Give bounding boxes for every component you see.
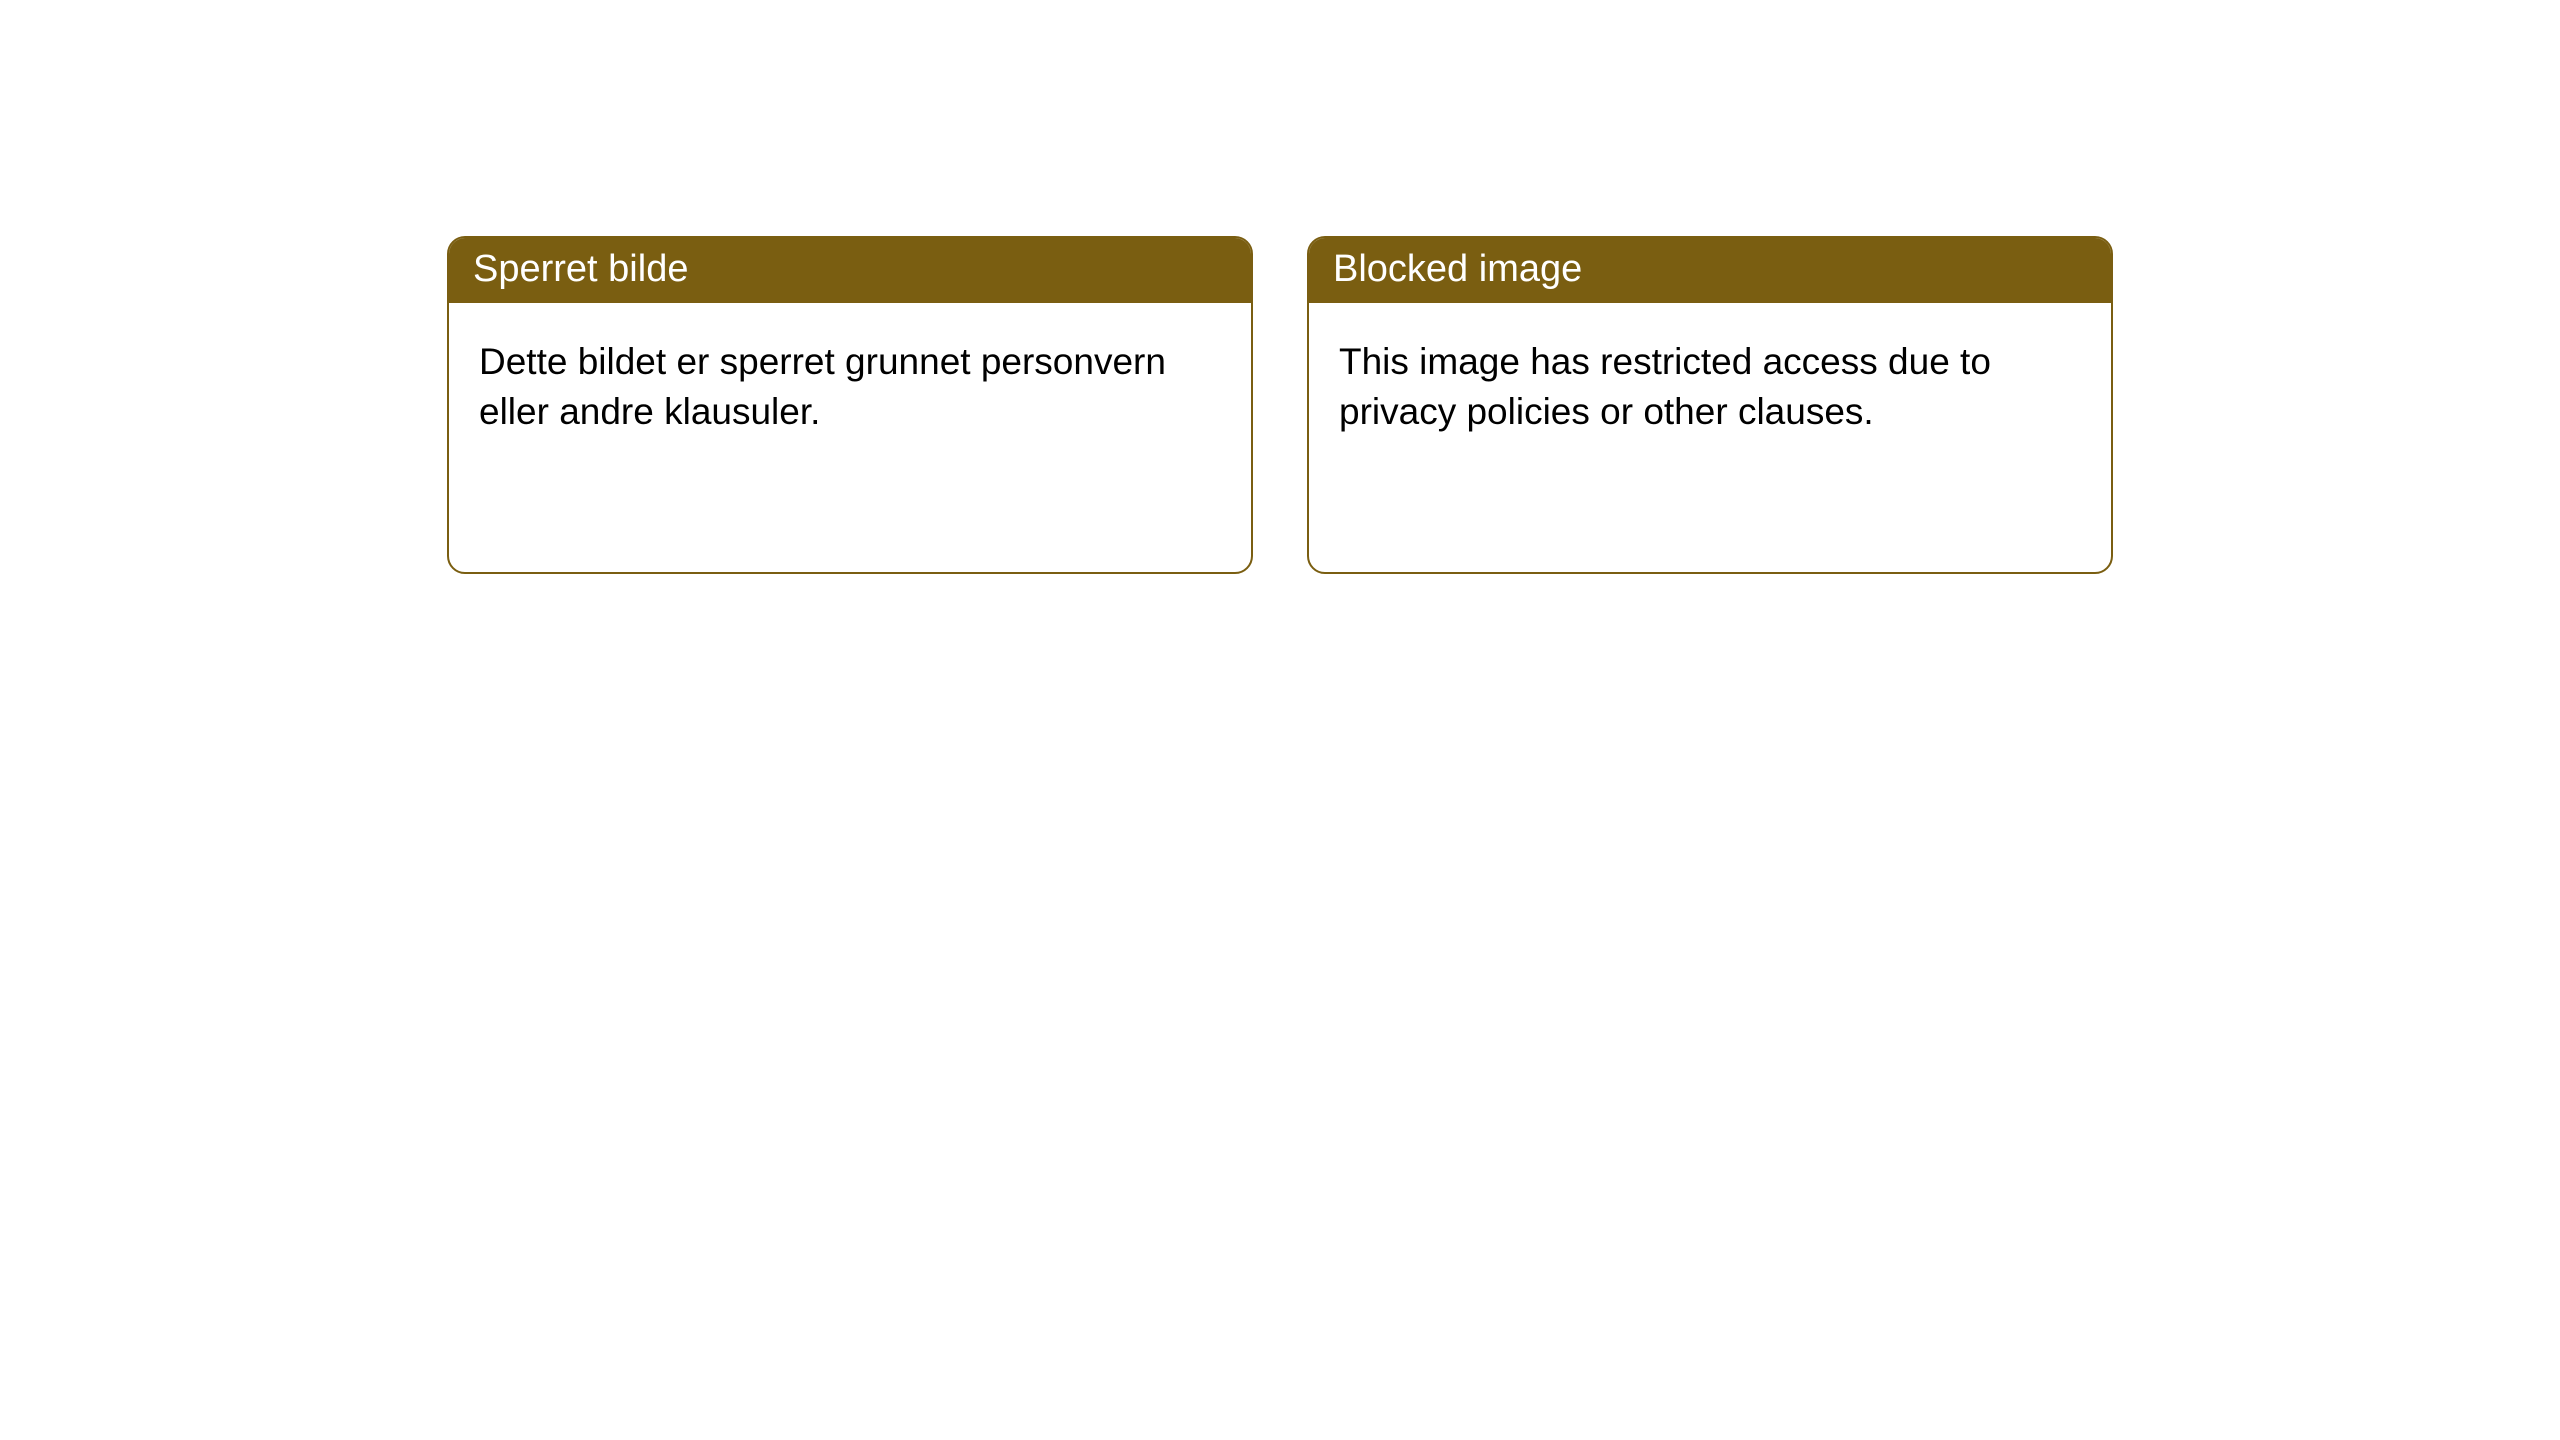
notice-header-english: Blocked image <box>1309 238 2111 303</box>
notice-box-norwegian: Sperret bilde Dette bildet er sperret gr… <box>447 236 1253 574</box>
notice-title-norwegian: Sperret bilde <box>473 248 688 290</box>
notice-text-norwegian: Dette bildet er sperret grunnet personve… <box>479 341 1166 432</box>
notice-body-english: This image has restricted access due to … <box>1309 303 2111 467</box>
notice-text-english: This image has restricted access due to … <box>1339 341 1991 432</box>
notice-header-norwegian: Sperret bilde <box>449 238 1251 303</box>
notice-body-norwegian: Dette bildet er sperret grunnet personve… <box>449 303 1251 467</box>
notice-container: Sperret bilde Dette bildet er sperret gr… <box>0 0 2560 574</box>
notice-box-english: Blocked image This image has restricted … <box>1307 236 2113 574</box>
notice-title-english: Blocked image <box>1333 248 1582 290</box>
